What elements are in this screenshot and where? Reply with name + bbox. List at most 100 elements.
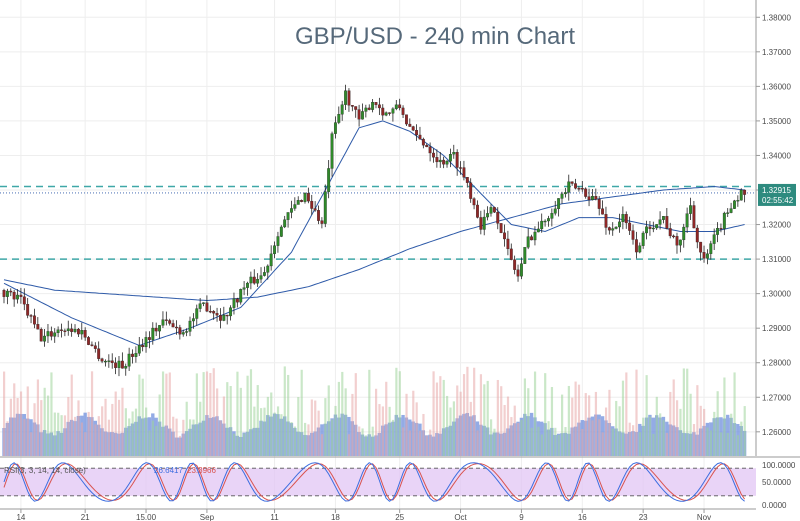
candle-body [459,167,462,169]
volume-tick [6,421,9,456]
volume-tick [283,366,286,456]
volume-tick [581,428,584,456]
volume-tick [615,400,618,456]
candle-body [90,344,94,346]
volume-tick [307,424,310,456]
volume-tick [60,415,63,456]
volume-tick [598,419,601,456]
volume-tick [659,413,662,456]
volume-tick [182,419,185,456]
volume-tick [50,372,53,456]
volume-tick [493,428,496,456]
volume-tick [520,419,523,456]
volume-tick [151,420,154,456]
volume-tick [371,426,374,456]
candle-body [327,168,331,192]
volume-tick [90,371,94,456]
candle-body [638,245,642,253]
candle-body [114,362,118,368]
volume-tick [503,404,506,456]
volume-tick [222,396,226,456]
price-tick-label: 1.31000 [762,255,791,264]
volume-tick [638,432,641,456]
candle-body [448,154,452,162]
candle-body [303,193,307,202]
price-tick-label: 1.37000 [762,48,791,57]
time-tick-label: 9 [519,513,524,521]
price-tick-label: 1.35000 [762,117,791,126]
candle-body [557,198,561,209]
candle-body [560,193,564,199]
current-price-label: 1.32915 [762,186,791,195]
candle-body [306,193,310,202]
volume-tick [209,372,212,456]
candle-body [563,192,567,195]
candle-body [705,253,709,259]
volume-tick [422,413,425,456]
volume-tick [530,427,533,456]
volume-tick [168,372,171,456]
candle-body [530,236,533,241]
candle-body [668,228,672,237]
moving-averages [3,120,745,347]
volume-tick [165,373,168,456]
price-tick-label: 1.27000 [762,393,791,402]
volume-tick [435,382,439,456]
volume-tick [601,432,604,456]
volume-tick [537,426,540,456]
candle-body [239,289,243,303]
candle-body [421,138,425,146]
rsi-line [3,462,745,502]
volume-tick [212,368,215,456]
candle-body [709,243,713,254]
volume-tick [686,368,689,456]
candle-body [506,238,510,250]
candle-body [60,329,63,331]
candle-body [509,248,513,260]
candle-body [479,217,483,230]
volume-tick [199,401,202,456]
candle-body [445,161,449,165]
volume-tick [331,419,334,456]
candle-body [293,204,297,209]
candle-body [526,236,530,248]
current-price-box: 1.32915 02:55:42 [758,183,796,206]
volume-tick [719,432,723,456]
volume-tick [344,388,347,456]
volume-tick [699,405,702,456]
volume-tick [293,426,297,456]
candle-body [205,302,209,312]
candle-body [279,226,283,237]
candle-body [675,236,679,246]
volume-tick [232,433,236,456]
volume-tick [314,400,317,456]
volume-tick [30,432,33,456]
volume-tick [161,371,165,456]
volume-tick [415,402,418,456]
volume-tick [672,379,675,456]
volume-tick [527,388,530,456]
time-tick-label: 25 [395,513,404,521]
volume-tick [364,435,368,456]
candle-body [171,323,175,328]
time-tick-label: Sep [200,513,215,521]
volume-tick [716,391,719,456]
candle-body [225,314,229,317]
candle-body [607,227,611,231]
volume-tick [662,420,665,456]
candle-body [134,353,138,357]
candle-body [229,307,233,317]
candle-body [262,272,266,276]
volume-tick [226,382,229,456]
volume-tick [317,410,320,456]
volume-tick [101,406,104,456]
volume-tick [442,379,445,456]
candle-body [175,326,178,329]
candle-body [188,320,192,332]
volume-tick [665,432,669,456]
volume-tick [554,427,557,456]
volume-tick [303,422,307,456]
candle-body [719,228,723,230]
candle-body [547,218,550,222]
rsi-tick-label: 0.0000 [762,501,787,510]
